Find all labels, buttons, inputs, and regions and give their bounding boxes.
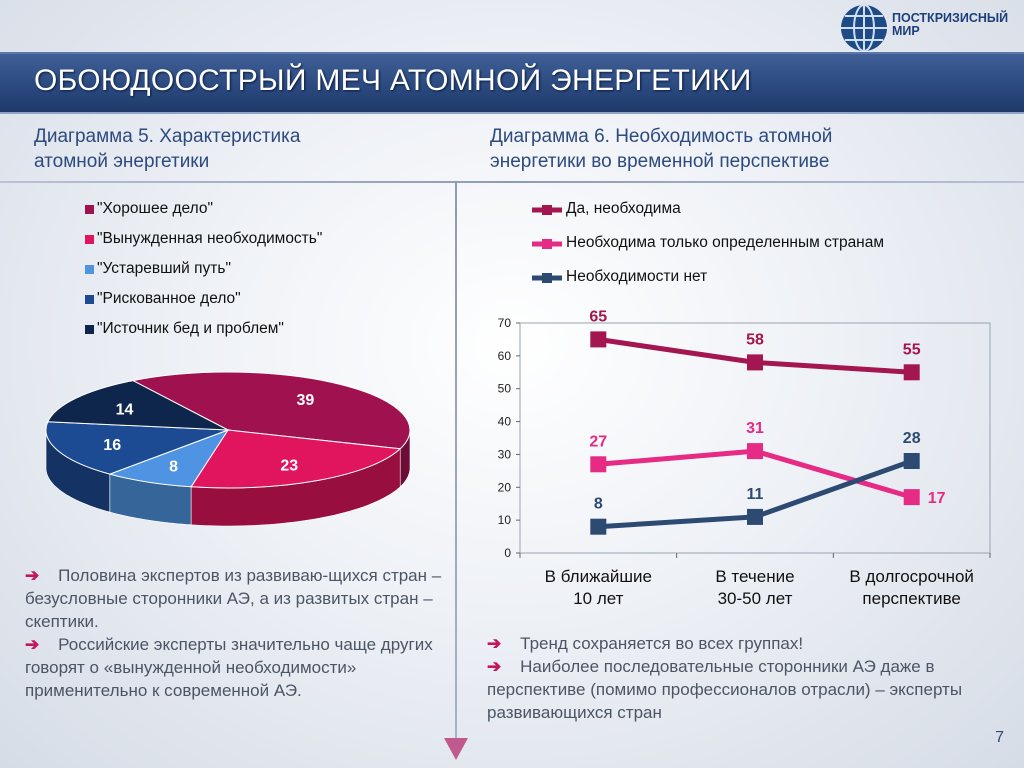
- arrow-right-icon: ➔: [25, 635, 40, 654]
- globe-logo-icon: [841, 4, 887, 52]
- left-note-2-text: Российские эксперты значительно чаще дру…: [25, 635, 433, 700]
- right-heading-line-1: Диаграмма 6. Необходимость атомной: [490, 126, 833, 147]
- logo-line-2: МИР: [892, 24, 920, 38]
- pie-slice: [190, 429, 402, 489]
- vertical-divider: [455, 181, 457, 741]
- title-banner: ОБОЮДООСТРЫЙ МЕЧ АТОМНОЙ ЭНЕРГЕТИКИ: [0, 52, 1024, 114]
- y-tick-label: 10: [498, 513, 512, 527]
- data-label: 31: [746, 420, 764, 437]
- series-point: [747, 443, 763, 460]
- data-label: 8: [594, 496, 603, 513]
- series-point: [590, 331, 607, 348]
- legend-label: "Вынужденная необходимость": [97, 230, 323, 247]
- x-category-label-line: 30-50 лет: [717, 589, 793, 608]
- legend-label: Да, необходима: [566, 200, 681, 217]
- page-title: ОБОЮДООСТРЫЙ МЕЧ АТОМНОЙ ЭНЕРГЕТИКИ: [34, 64, 752, 97]
- series-point: [590, 456, 607, 473]
- x-axis-categories: В ближайшие 10 лет В течение 30-50 лет В дол…: [470, 566, 1010, 616]
- left-chart-heading: Диаграмма 5. Характеристика атомной энер…: [34, 124, 300, 174]
- pie-slice: [108, 429, 230, 488]
- right-note-2: ➔ Наиболее последовательные сторонники А…: [487, 655, 1007, 724]
- line-legend: Да, необходима Необходима только определе…: [530, 200, 1010, 300]
- right-note-1-text: Тренд сохраняется во всех группах!: [520, 634, 804, 653]
- right-chart-heading: Диаграмма 6. Необходимость атомной энерг…: [490, 124, 832, 174]
- left-note-2: ➔ Российские эксперты значительно чаще д…: [25, 633, 445, 702]
- y-tick-label: 30: [498, 447, 512, 461]
- x-category-label: В ближайшие 10 лет: [520, 566, 677, 610]
- pie-data-label: 14: [116, 401, 134, 418]
- logo-line-1: ПОСТКРИЗИСНЫЙ: [892, 11, 1009, 25]
- legend-line-marker-icon: [532, 205, 562, 215]
- series-point: [747, 354, 763, 371]
- pie-data-label: 39: [297, 392, 315, 409]
- legend-label: "Хорошее дело": [97, 200, 214, 217]
- legend-line-marker-icon: [532, 239, 562, 249]
- x-category-label-line: В ближайшие: [544, 567, 653, 586]
- data-label: 58: [746, 331, 764, 348]
- legend-label: Необходима только определенным странам: [566, 234, 885, 251]
- x-category-label-line: перспективе: [862, 589, 961, 608]
- left-heading-line-2: атомной энергетики: [34, 151, 210, 172]
- plot-area: [519, 322, 991, 554]
- legend-label: "Устаревший путь": [97, 260, 231, 277]
- y-tick-label: 70: [498, 316, 512, 330]
- series-point: [747, 508, 763, 525]
- logo-text: ПОСТКРИЗИСНЫЙ МИР: [892, 12, 1008, 38]
- x-category-label: В долгосрочной перспективе: [833, 566, 990, 610]
- left-note-1: ➔ Половина экспертов из развиваю-щихся с…: [25, 564, 445, 633]
- legend-label: Необходимости нет: [566, 268, 708, 285]
- horizontal-divider: [0, 181, 1024, 183]
- data-label: 28: [903, 430, 921, 447]
- series-point: [590, 518, 607, 535]
- left-note-1-text: Половина экспертов из развиваю-щихся стр…: [25, 566, 442, 631]
- arrow-right-icon: ➔: [25, 566, 40, 585]
- pie-data-label: 8: [169, 458, 178, 475]
- left-heading-line-1: Диаграмма 5. Характеристика: [34, 126, 301, 147]
- right-note-1: ➔ Тренд сохраняется во всех группах!: [487, 632, 1007, 655]
- page-number: 7: [995, 729, 1004, 746]
- legend-swatch: [85, 295, 94, 304]
- y-tick-label: 0: [504, 546, 511, 560]
- y-tick-label: 60: [498, 349, 512, 363]
- right-notes: ➔ Тренд сохраняется во всех группах! ➔ Н…: [487, 632, 1007, 724]
- data-label: 11: [747, 486, 764, 503]
- arrow-right-icon: ➔: [487, 634, 502, 653]
- left-notes: ➔ Половина экспертов из развиваю-щихся с…: [25, 564, 445, 702]
- legend-swatch: [85, 325, 94, 334]
- y-tick-label: 40: [498, 415, 512, 429]
- right-heading-line-2: энергетики во временной перспективе: [490, 151, 830, 172]
- legend-label: "Источник бед и проблем": [97, 320, 284, 337]
- series-point: [903, 364, 920, 381]
- data-label: 65: [589, 310, 607, 325]
- pie-legend: "Хорошее дело" "Вынужденная необходимость…: [85, 200, 445, 350]
- legend-label: "Рискованное дело": [97, 290, 241, 307]
- legend-line-marker-icon: [532, 273, 562, 283]
- right-note-2-text: Наиболее последовательные сторонники АЭ …: [487, 657, 963, 722]
- legend-swatch: [85, 265, 94, 274]
- pie-chart: 39 23 8 16 14: [45, 371, 411, 527]
- pie-slice: [45, 421, 229, 475]
- pie-data-label: 16: [103, 437, 121, 454]
- data-label: 17: [928, 490, 946, 507]
- legend-swatch: [85, 205, 94, 214]
- x-category-label-line: В течение: [715, 567, 795, 586]
- x-category-label-line: В долгосрочной: [849, 567, 974, 586]
- pie-slice: [131, 371, 411, 450]
- arrow-right-icon: ➔: [487, 657, 502, 676]
- legend-swatch: [85, 235, 94, 244]
- x-category-label: В течение 30-50 лет: [677, 566, 834, 610]
- pie-data-label: 23: [280, 457, 298, 474]
- down-arrow-icon: [444, 738, 468, 760]
- y-tick-label: 50: [498, 382, 512, 396]
- line-chart: 0 10 20 30 40 50 60 70 65 58 55 27 31 17 8 11 28: [498, 310, 991, 560]
- series-point: [903, 453, 920, 469]
- x-category-label-line: 10 лет: [573, 589, 624, 608]
- data-label: 27: [589, 433, 607, 450]
- y-tick-label: 20: [498, 480, 512, 494]
- data-label: 55: [903, 341, 921, 358]
- pie-slice: [47, 380, 229, 431]
- series-point: [903, 489, 920, 506]
